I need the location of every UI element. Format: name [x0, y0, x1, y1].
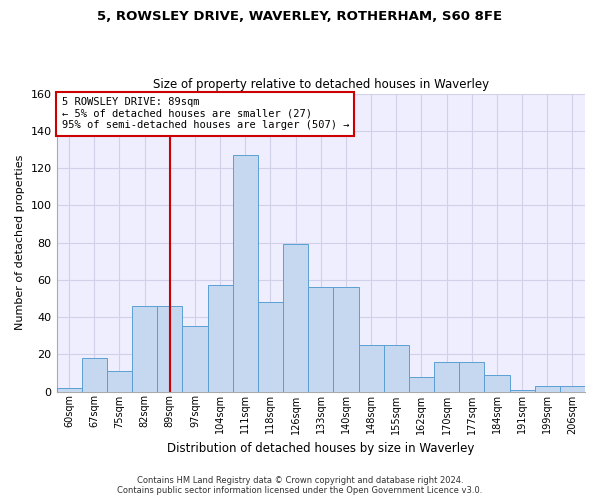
Bar — [258, 302, 283, 392]
Text: 5 ROWSLEY DRIVE: 89sqm
← 5% of detached houses are smaller (27)
95% of semi-deta: 5 ROWSLEY DRIVE: 89sqm ← 5% of detached … — [62, 98, 349, 130]
Bar — [359, 345, 383, 392]
Bar — [334, 287, 359, 392]
Bar — [535, 386, 560, 392]
Bar — [383, 345, 409, 392]
Bar — [157, 306, 182, 392]
Text: 5, ROWSLEY DRIVE, WAVERLEY, ROTHERHAM, S60 8FE: 5, ROWSLEY DRIVE, WAVERLEY, ROTHERHAM, S… — [97, 10, 503, 23]
Bar — [308, 287, 334, 392]
Title: Size of property relative to detached houses in Waverley: Size of property relative to detached ho… — [153, 78, 489, 91]
Bar — [409, 376, 434, 392]
Bar — [208, 286, 233, 392]
Bar — [434, 362, 459, 392]
Text: Contains HM Land Registry data © Crown copyright and database right 2024.
Contai: Contains HM Land Registry data © Crown c… — [118, 476, 482, 495]
Bar — [107, 371, 132, 392]
Bar — [459, 362, 484, 392]
Bar — [509, 390, 535, 392]
Bar — [132, 306, 157, 392]
Bar — [56, 388, 82, 392]
Bar — [560, 386, 585, 392]
X-axis label: Distribution of detached houses by size in Waverley: Distribution of detached houses by size … — [167, 442, 475, 455]
Bar — [82, 358, 107, 392]
Bar — [182, 326, 208, 392]
Bar — [283, 244, 308, 392]
Bar — [233, 155, 258, 392]
Bar — [484, 375, 509, 392]
Y-axis label: Number of detached properties: Number of detached properties — [15, 155, 25, 330]
